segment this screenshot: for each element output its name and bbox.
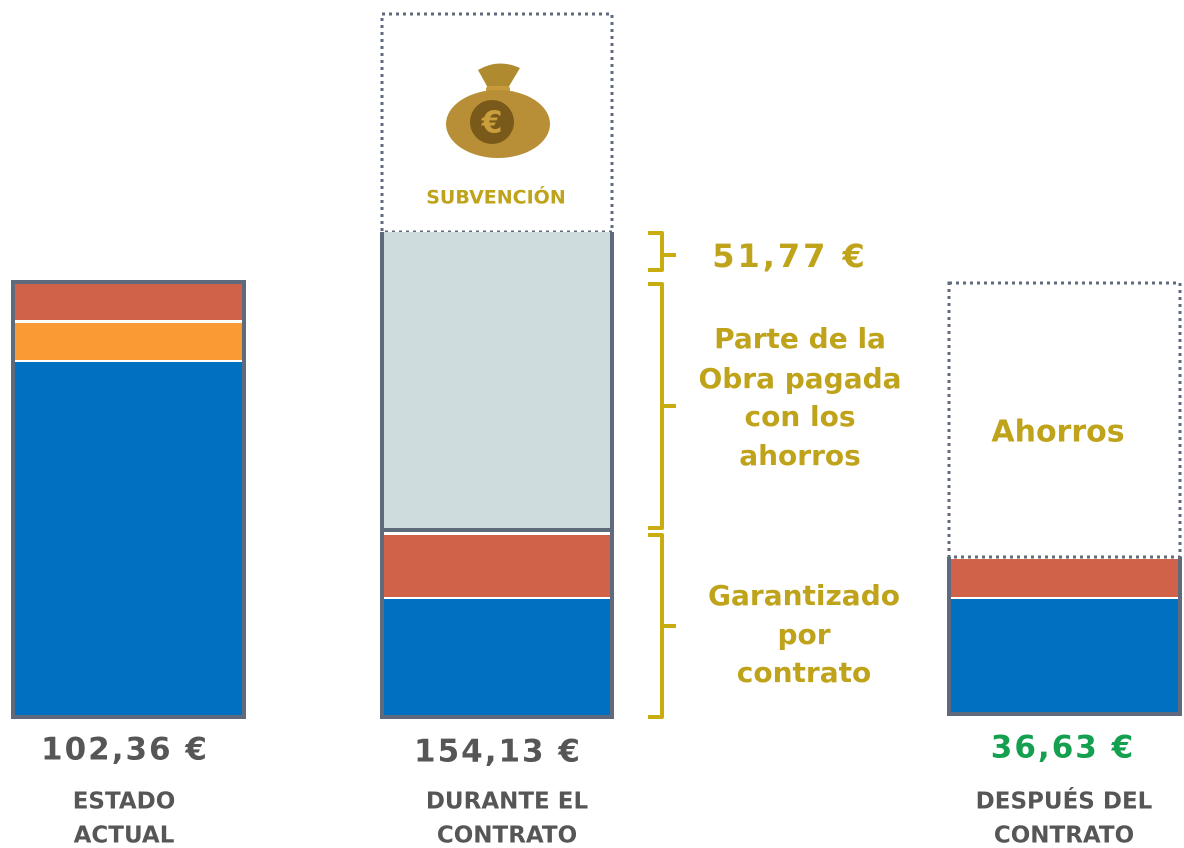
savings-label: Ahorros — [991, 415, 1124, 450]
bar-outline — [11, 280, 246, 719]
annotation-line: por — [777, 618, 830, 651]
subsidy-label: SUBVENCIÓN — [426, 185, 565, 209]
segment-red — [950, 559, 1179, 597]
annotation-line: Parte de la — [714, 322, 886, 355]
bar-despues: Ahorros — [947, 281, 1182, 716]
segment-blue — [14, 362, 243, 716]
value-label: 154,13 € — [414, 734, 582, 770]
bar-outline — [380, 232, 614, 719]
bracket — [648, 533, 676, 719]
money-bag-icon: € — [446, 63, 550, 158]
annotation-line: con los — [744, 400, 855, 433]
bracket — [648, 282, 676, 530]
column-label: CONTRATO — [437, 823, 577, 848]
segment-savings — [382, 232, 612, 528]
annotation-line: contrato — [737, 656, 871, 689]
amount-label: 51,77 € — [712, 237, 868, 275]
segment-orange — [14, 323, 243, 360]
segment-red — [14, 283, 243, 320]
column-label: CONTRATO — [994, 823, 1134, 848]
annotation-line: Obra pagada — [698, 362, 901, 395]
bar-outline — [947, 557, 1182, 716]
value-label: 36,63 € — [991, 730, 1135, 766]
svg-text:€: € — [481, 106, 503, 141]
segment-red — [382, 535, 612, 597]
bracket — [648, 231, 676, 272]
segment-blue — [950, 599, 1179, 713]
annotation-line: Garantizado — [708, 579, 900, 612]
bar-durante: € SUBVENCIÓN — [380, 12, 614, 719]
value-label: 102,36 € — [41, 732, 209, 768]
column-label: ACTUAL — [74, 823, 175, 848]
segment-blue — [382, 599, 612, 716]
column-label: DESPUÉS DEL — [976, 787, 1153, 815]
annotation-line: ahorros — [739, 439, 861, 472]
column-label: DURANTE EL — [426, 789, 589, 815]
column-label: ESTADO — [73, 789, 176, 815]
bar-estado-actual — [11, 280, 246, 719]
